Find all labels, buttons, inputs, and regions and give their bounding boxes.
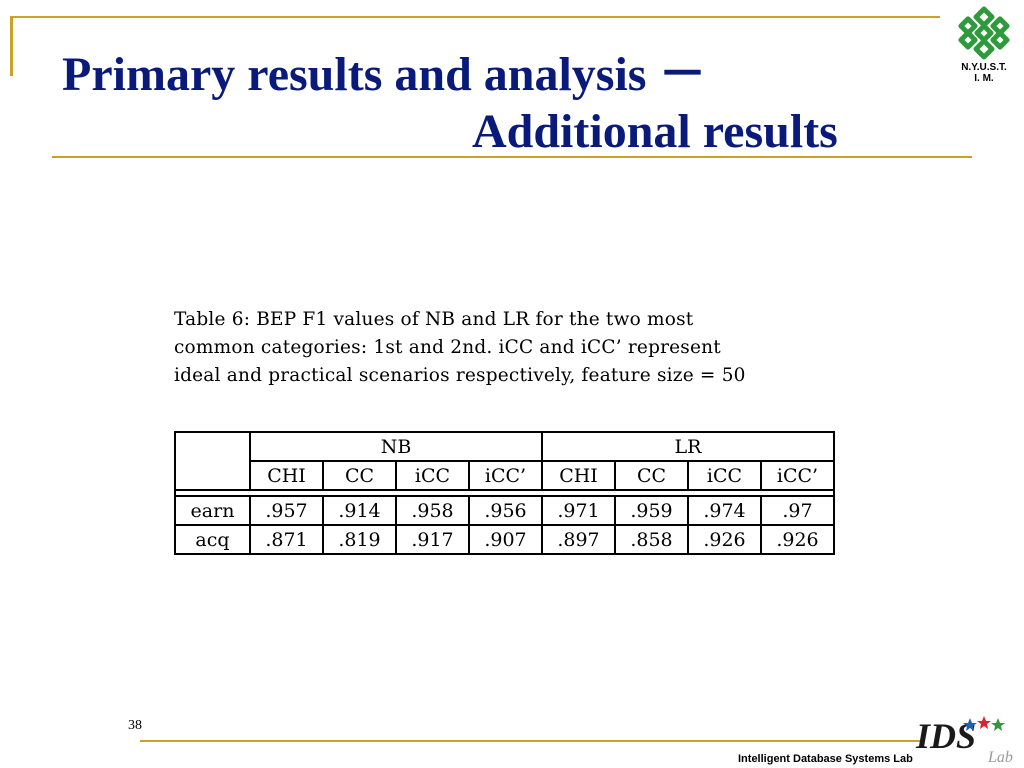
caption-line1: Table 6: BEP F1 values of NB and LR for …	[174, 309, 694, 330]
footer-lab-name: Intelligent Database Systems Lab	[738, 753, 913, 765]
caption-line3: ideal and practical scenarios respective…	[174, 365, 746, 386]
ids-logo-sub: Lab	[987, 749, 1013, 766]
table-cell: .871	[249, 524, 324, 555]
slide-title-line1: Primary results and analysis －	[62, 48, 707, 101]
table-separator-cell	[174, 490, 835, 496]
page-number: 38	[128, 718, 142, 733]
logo-text-line1: N.Y.U.S.T.	[961, 62, 1007, 73]
table-caption: Table 6: BEP F1 values of NB and LR for …	[174, 306, 824, 390]
table-cell: .926	[760, 524, 835, 555]
table-cell: .914	[322, 495, 397, 526]
title-underline	[52, 156, 972, 158]
column-header: CHI	[541, 460, 616, 491]
footer-rule	[140, 740, 920, 742]
frame-top-rule	[10, 16, 940, 18]
group-header-nb: NB	[249, 431, 543, 462]
table-separator	[174, 490, 835, 496]
table-cell: .819	[322, 524, 397, 555]
table-cell: .958	[395, 495, 470, 526]
group-header-lr: LR	[541, 431, 835, 462]
table-group-header-row: NB LR	[174, 431, 835, 491]
column-header: iCC	[395, 460, 470, 491]
frame-left-rule	[10, 16, 13, 76]
university-logo: N.Y.U.S.T. I. M.	[952, 4, 1016, 88]
logo-text-line2: I. M.	[974, 73, 994, 84]
ids-lab-logo-icon: IDS Lab	[915, 716, 1013, 766]
table-cell: .971	[541, 495, 616, 526]
table-cell: .974	[687, 495, 762, 526]
column-header: iCC	[687, 460, 762, 491]
table-cell: .959	[614, 495, 689, 526]
results-table: NB LR CHI CC iCC iCC’ CHI CC iCC iCC’ ea…	[174, 431, 835, 555]
table-cell: .897	[541, 524, 616, 555]
table-column-header-row: CHI CC iCC iCC’ CHI CC iCC iCC’	[175, 460, 835, 491]
table-corner-cell	[174, 431, 251, 491]
snowflake-logo-icon	[958, 6, 1010, 60]
column-header: CC	[322, 460, 397, 491]
table-row: earn .957 .914 .958 .956 .971 .959 .974 …	[174, 495, 835, 526]
table-cell: .907	[468, 524, 543, 555]
table-cell: .97	[760, 495, 835, 526]
column-header: iCC’	[760, 460, 835, 491]
table-cell: .957	[249, 495, 324, 526]
table-cell: .917	[395, 524, 470, 555]
star-icons	[963, 716, 1005, 731]
caption-line2: common categories: 1st and 2nd. iCC and …	[174, 337, 721, 358]
ids-logo-text: IDS	[915, 716, 976, 756]
column-header: iCC’	[468, 460, 543, 491]
table-cell: .926	[687, 524, 762, 555]
row-label-acq: acq	[174, 524, 251, 555]
table-cell: .956	[468, 495, 543, 526]
row-label-earn: earn	[174, 495, 251, 526]
table-row: acq .871 .819 .917 .907 .897 .858 .926 .…	[174, 524, 835, 555]
column-header: CHI	[249, 460, 324, 491]
column-header: CC	[614, 460, 689, 491]
table-cell: .858	[614, 524, 689, 555]
slide-title-line2: Additional results	[472, 105, 838, 158]
